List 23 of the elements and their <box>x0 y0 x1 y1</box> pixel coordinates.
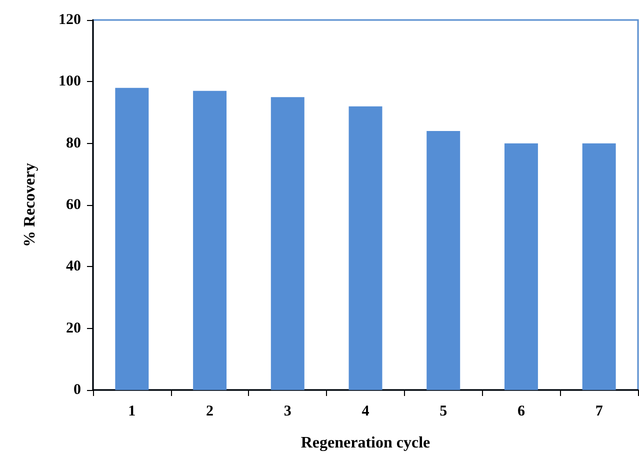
x-tick-label: 1 <box>128 404 136 420</box>
y-tick-label: 0 <box>74 382 81 398</box>
y-axis-title: % Recovery <box>22 163 38 247</box>
bar <box>504 143 538 390</box>
x-tick-label: 3 <box>284 404 292 420</box>
y-tick-label: 60 <box>66 197 81 213</box>
y-tick-label: 20 <box>66 320 81 336</box>
x-tick-label: 5 <box>440 404 448 420</box>
bar <box>582 143 616 390</box>
x-tick-label: 2 <box>206 404 214 420</box>
bar <box>115 88 149 390</box>
bar <box>270 97 304 390</box>
y-tick-label: 80 <box>66 135 81 152</box>
x-tick-label: 6 <box>517 404 526 420</box>
x-tick-label: 4 <box>362 404 370 420</box>
bar <box>193 90 227 390</box>
y-tick-label: 40 <box>66 258 81 275</box>
x-axis-title: Regeneration cycle <box>300 434 430 452</box>
bar <box>348 106 382 390</box>
x-tick-label: 7 <box>595 404 604 420</box>
y-tick-label: 100 <box>58 74 81 90</box>
bar <box>426 131 460 390</box>
y-tick-label: 120 <box>58 12 81 28</box>
